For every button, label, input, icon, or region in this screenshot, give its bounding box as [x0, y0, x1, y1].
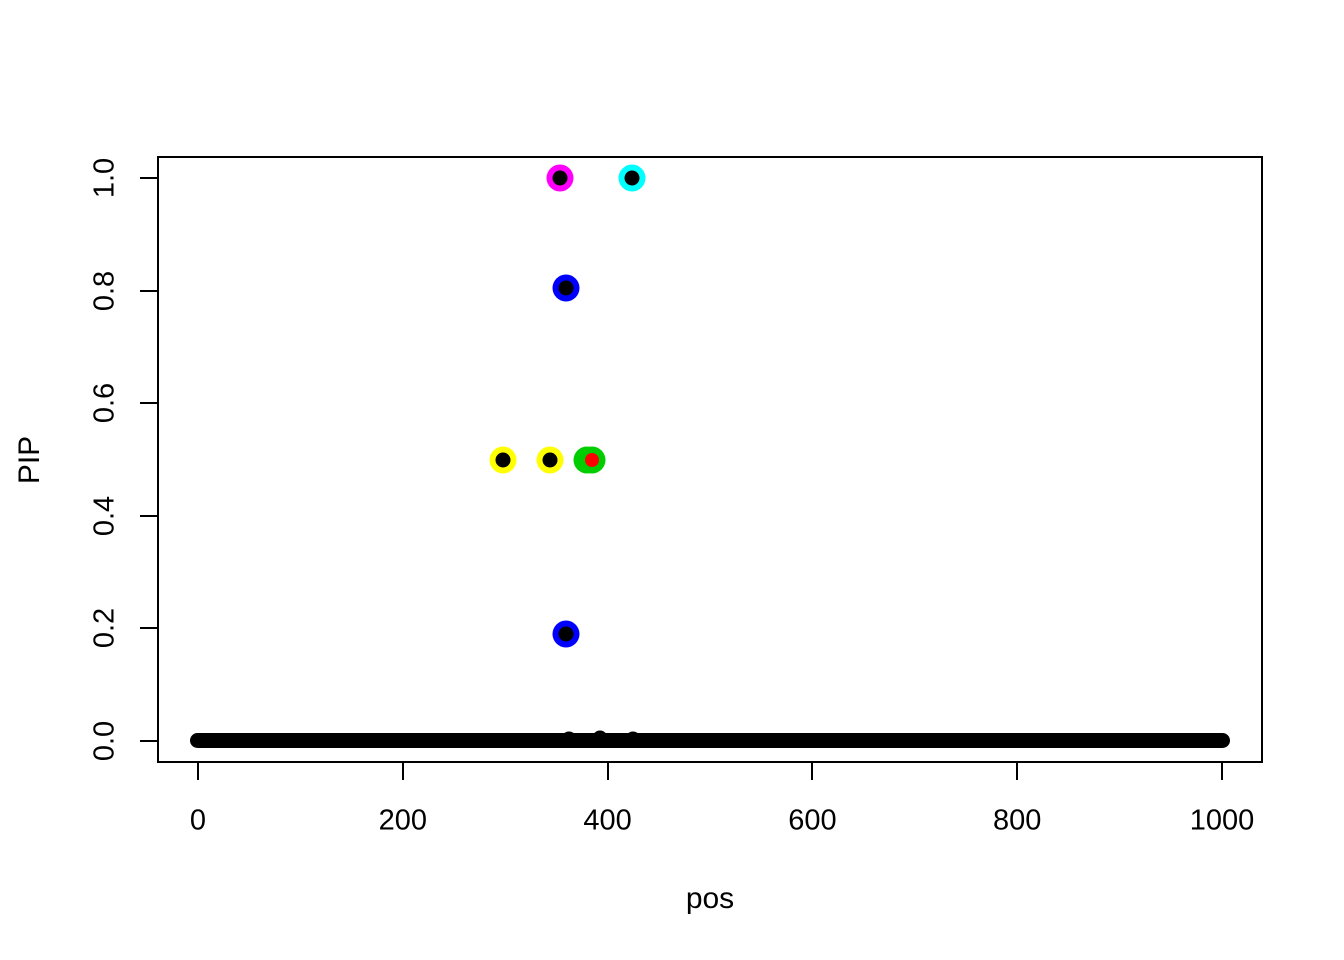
y-axis-title: PIP — [13, 435, 46, 484]
baseline-points-band — [190, 733, 1230, 749]
y-axis-tick — [140, 402, 157, 405]
y-axis-tick-label: 0.4 — [88, 495, 121, 536]
x-axis-tick-label: 0 — [189, 804, 207, 837]
y-axis-tick-label: 0.8 — [88, 270, 121, 312]
cyan-ring-point-center — [624, 170, 640, 186]
y-axis-tick — [140, 627, 157, 630]
x-axis-tick-label: 600 — [788, 804, 837, 837]
yellow-ring-point-left-center — [495, 452, 511, 467]
x-axis-tick — [196, 763, 199, 780]
near-zero-point — [561, 731, 577, 747]
y-axis-tick-label: 0.2 — [88, 607, 121, 649]
near-zero-point — [625, 731, 641, 747]
x-axis-tick-label: 1000 — [1189, 804, 1255, 837]
y-axis-tick — [140, 739, 157, 742]
y-axis-tick — [140, 177, 157, 180]
plot-area-border — [157, 156, 1263, 763]
x-axis-tick — [1016, 763, 1019, 780]
x-axis-tick — [811, 763, 814, 780]
y-axis-tick — [140, 514, 157, 517]
blue-ring-point-lower-center — [558, 626, 574, 642]
x-axis-tick — [606, 763, 609, 780]
x-axis-tick — [401, 763, 404, 780]
y-axis-tick-label: 1.0 — [88, 158, 121, 199]
blue-ring-point-upper-center — [558, 280, 574, 296]
x-axis-tick-label: 200 — [378, 804, 427, 837]
x-axis-tick — [1221, 763, 1224, 780]
x-axis-tick-label: 800 — [993, 804, 1042, 837]
y-axis-tick-label: 0.0 — [88, 720, 121, 761]
y-axis-tick — [140, 289, 157, 292]
green-ring-right-center — [585, 452, 600, 467]
yellow-ring-point-right-center — [542, 452, 558, 467]
x-axis-tick-label: 400 — [583, 804, 632, 837]
x-axis-title: pos — [685, 882, 735, 915]
y-axis-tick-label: 0.6 — [88, 383, 121, 424]
near-zero-point — [592, 730, 608, 746]
magenta-ring-point-center — [552, 170, 568, 186]
